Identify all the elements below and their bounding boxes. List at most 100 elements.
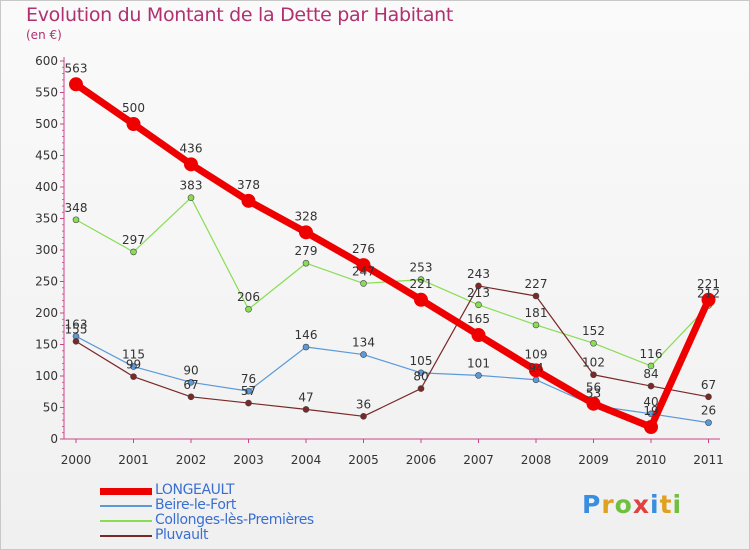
data-label: 206 bbox=[237, 290, 260, 304]
data-label: 328 bbox=[295, 209, 318, 223]
data-point bbox=[701, 292, 716, 307]
data-label: 67 bbox=[701, 378, 716, 392]
data-point bbox=[72, 338, 80, 345]
data-point bbox=[130, 248, 137, 256]
data-label: 221 bbox=[410, 277, 433, 291]
legend-swatch bbox=[100, 535, 152, 537]
x-tick-label: 2011 bbox=[693, 453, 724, 467]
legend-label: LONGEAULT bbox=[155, 482, 235, 498]
data-label: 227 bbox=[525, 277, 548, 291]
data-label: 152 bbox=[582, 324, 605, 338]
data-point bbox=[130, 373, 137, 380]
data-point bbox=[69, 77, 83, 92]
data-point bbox=[360, 351, 367, 358]
proxiti-logo: Proxiti bbox=[582, 490, 683, 519]
data-label: 115 bbox=[122, 348, 145, 362]
data-label: 57 bbox=[241, 384, 256, 398]
data-point bbox=[302, 343, 310, 351]
data-point bbox=[360, 280, 367, 287]
data-label: 102 bbox=[582, 356, 605, 370]
series-line-3 bbox=[75, 285, 710, 417]
data-point bbox=[647, 362, 655, 370]
data-point bbox=[417, 369, 425, 377]
data-label: 212 bbox=[697, 286, 720, 300]
legend-swatch bbox=[100, 520, 152, 522]
data-label: 253 bbox=[410, 261, 433, 275]
data-label: 99 bbox=[126, 358, 141, 372]
data-label: 56 bbox=[586, 381, 601, 395]
data-point bbox=[705, 419, 712, 426]
data-label: 500 bbox=[122, 101, 145, 115]
data-point bbox=[647, 382, 655, 390]
x-tick-label: 2010 bbox=[636, 453, 667, 467]
x-tick-label: 2004 bbox=[291, 453, 322, 467]
y-tick-label: 200 bbox=[35, 306, 58, 320]
data-point bbox=[475, 282, 482, 290]
data-point bbox=[299, 225, 313, 240]
data-point bbox=[532, 376, 540, 384]
data-point bbox=[705, 393, 712, 401]
data-label: 67 bbox=[183, 378, 198, 392]
data-point bbox=[72, 216, 80, 224]
data-point bbox=[130, 363, 137, 370]
data-label: 221 bbox=[697, 277, 720, 291]
data-label: 243 bbox=[467, 267, 490, 281]
y-tick-label: 550 bbox=[35, 86, 58, 100]
data-label: 84 bbox=[643, 367, 658, 381]
data-label: 19 bbox=[643, 404, 658, 418]
x-tick-label: 2005 bbox=[348, 453, 379, 467]
data-label: 36 bbox=[356, 397, 371, 411]
data-label: 297 bbox=[122, 233, 145, 247]
y-tick-label: 450 bbox=[35, 149, 58, 163]
data-point bbox=[187, 378, 195, 386]
y-tick-label: 0 bbox=[50, 432, 58, 446]
data-label: 276 bbox=[352, 242, 375, 256]
data-labels: 163 115 90 76 146 134 105 101 94 53 40 26 348 297 383 2… bbox=[65, 61, 720, 418]
data-point bbox=[414, 292, 428, 307]
data-point bbox=[245, 305, 252, 313]
data-label: 378 bbox=[237, 178, 260, 192]
x-tick-label: 2007 bbox=[463, 453, 494, 467]
data-point bbox=[529, 363, 543, 378]
data-label: 165 bbox=[467, 312, 490, 326]
data-point bbox=[417, 276, 425, 283]
x-tick-label: 2009 bbox=[578, 453, 609, 467]
data-label: 26 bbox=[701, 404, 716, 418]
data-point bbox=[417, 385, 425, 392]
data-point bbox=[532, 321, 540, 329]
data-label: 146 bbox=[295, 328, 318, 342]
data-point bbox=[245, 387, 252, 395]
y-tick-label: 50 bbox=[43, 401, 58, 415]
data-point bbox=[475, 372, 482, 379]
data-point bbox=[475, 301, 482, 309]
data-label: 213 bbox=[467, 286, 490, 300]
data-label: 279 bbox=[295, 244, 318, 258]
data-label: 383 bbox=[180, 179, 203, 193]
data-point bbox=[245, 399, 252, 407]
y-tick-label: 100 bbox=[35, 369, 58, 383]
x-tick-label: 2000 bbox=[61, 453, 92, 467]
data-point bbox=[184, 157, 198, 172]
data-point bbox=[471, 328, 486, 343]
data-point bbox=[586, 396, 601, 411]
data-label: 76 bbox=[241, 372, 256, 386]
data-point bbox=[590, 371, 597, 379]
data-label: 155 bbox=[65, 322, 88, 336]
x-tick-label: 2006 bbox=[406, 453, 437, 467]
y-tick-label: 150 bbox=[35, 338, 58, 352]
y-tick-label: 300 bbox=[35, 243, 58, 257]
x-tick-label: 2001 bbox=[118, 453, 149, 467]
legend-label: Collonges-lès-Premières bbox=[155, 512, 314, 528]
y-tick-label: 400 bbox=[35, 180, 58, 194]
data-label: 181 bbox=[525, 306, 548, 320]
y-tick-label: 350 bbox=[35, 212, 58, 226]
data-point bbox=[590, 339, 597, 347]
chart-title: Evolution du Montant de la Dette par Hab… bbox=[26, 4, 454, 26]
data-label: 90 bbox=[183, 363, 198, 377]
y-tick-label: 600 bbox=[35, 54, 58, 68]
y-tick-label: 250 bbox=[35, 275, 58, 289]
data-point bbox=[532, 292, 540, 300]
data-point bbox=[644, 420, 658, 435]
data-label: 436 bbox=[180, 141, 203, 155]
data-label: 101 bbox=[467, 356, 490, 370]
